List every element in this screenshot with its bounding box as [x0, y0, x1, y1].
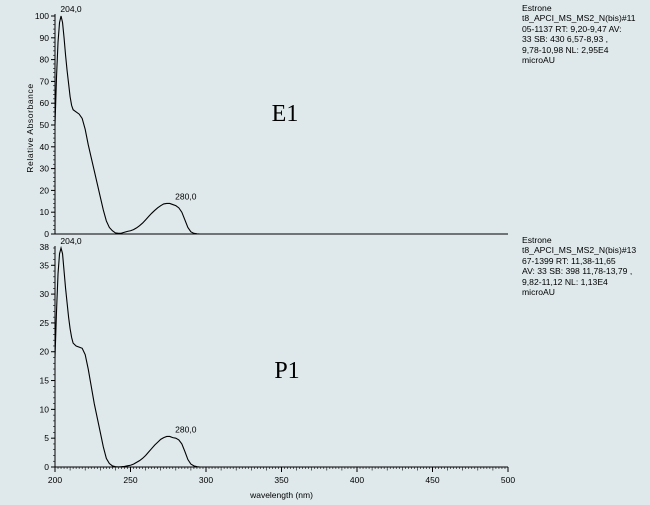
annotation-line: 9,82-11,12 NL: 1,13E4 — [522, 276, 608, 287]
y-tick-label: 60 — [40, 98, 50, 108]
annotation-line: Estrone — [522, 3, 552, 13]
y-tick-label: 100 — [35, 11, 49, 21]
y-tick-label: 70 — [40, 76, 50, 86]
y-tick-label: 50 — [40, 120, 50, 130]
y-tick-label: 10 — [40, 207, 50, 217]
annotation-line: 33 SB: 430 6,57-8,93 , — [522, 34, 609, 45]
annotation-line: 9,78-10,98 NL: 2,95E4 — [522, 44, 609, 55]
y-tick-label: 0 — [44, 462, 49, 472]
y-tick-label: 0 — [44, 229, 49, 239]
spectrum-line — [54, 15, 508, 235]
y-tick-label: 20 — [40, 347, 50, 357]
y-tick-label: 5 — [44, 433, 49, 443]
annotation-line: microAU — [522, 55, 555, 66]
peak-label: 204,0 — [60, 236, 82, 246]
y-tick-label: 15 — [40, 376, 50, 386]
y-tick-label: 30 — [40, 164, 50, 174]
x-tick-label: 400 — [350, 475, 364, 485]
spectrum-annotation-e1: Estrone t8_APCI_MS_MS2_N(bis)#11 05-1137… — [522, 3, 648, 65]
x-tick-label: 250 — [123, 475, 137, 485]
spectrum-annotation-p1: Estrone t8_APCI_MS_MS2_N(bis)#13 67-1399… — [522, 235, 648, 297]
peak-label: 280,0 — [175, 191, 197, 201]
y-tick-label: 10 — [40, 404, 50, 414]
panel-label: E1 — [272, 101, 299, 127]
y-tick-label: 30 — [40, 289, 50, 299]
plot-layer: 0102030405060708090100204,0280,0E1Relati… — [25, 4, 515, 500]
annotation-line: microAU — [522, 287, 555, 298]
y-tick-label: 35 — [40, 260, 50, 270]
y-tick-label: 20 — [40, 185, 50, 195]
x-tick-label: 300 — [199, 475, 213, 485]
x-tick-label: 350 — [274, 475, 288, 485]
peak-label: 204,0 — [60, 4, 82, 14]
x-axis-title: wavelength (nm) — [249, 490, 313, 500]
annotation-line: t8_APCI_MS_MS2_N(bis)#13 — [522, 245, 637, 256]
y-tick-label: 25 — [40, 318, 50, 328]
x-tick-label: 200 — [48, 475, 62, 485]
y-tick-label: 90 — [40, 33, 50, 43]
annotation-line: AV: 33 SB: 398 11,78-13,79 , — [522, 266, 633, 277]
y-axis-title: Relative Absorbance — [25, 83, 35, 172]
annotation-line: t8_APCI_MS_MS2_N(bis)#11 — [522, 13, 636, 24]
y-tick-label: 80 — [40, 55, 50, 65]
x-tick-label: 500 — [501, 475, 515, 485]
x-tick-label: 450 — [425, 475, 439, 485]
peak-label: 280,0 — [175, 424, 197, 434]
spectrum-line — [54, 245, 508, 468]
y-tick-label: 40 — [40, 142, 50, 152]
annotation-line: 67-1399 RT: 11,38-11,65 — [522, 255, 616, 266]
panel-label: P1 — [274, 358, 299, 384]
annotation-line: Estrone — [522, 235, 552, 245]
annotation-line: 05-1137 RT: 9,20-9,47 AV: — [522, 23, 622, 34]
y-tick-label: 38 — [40, 242, 50, 252]
